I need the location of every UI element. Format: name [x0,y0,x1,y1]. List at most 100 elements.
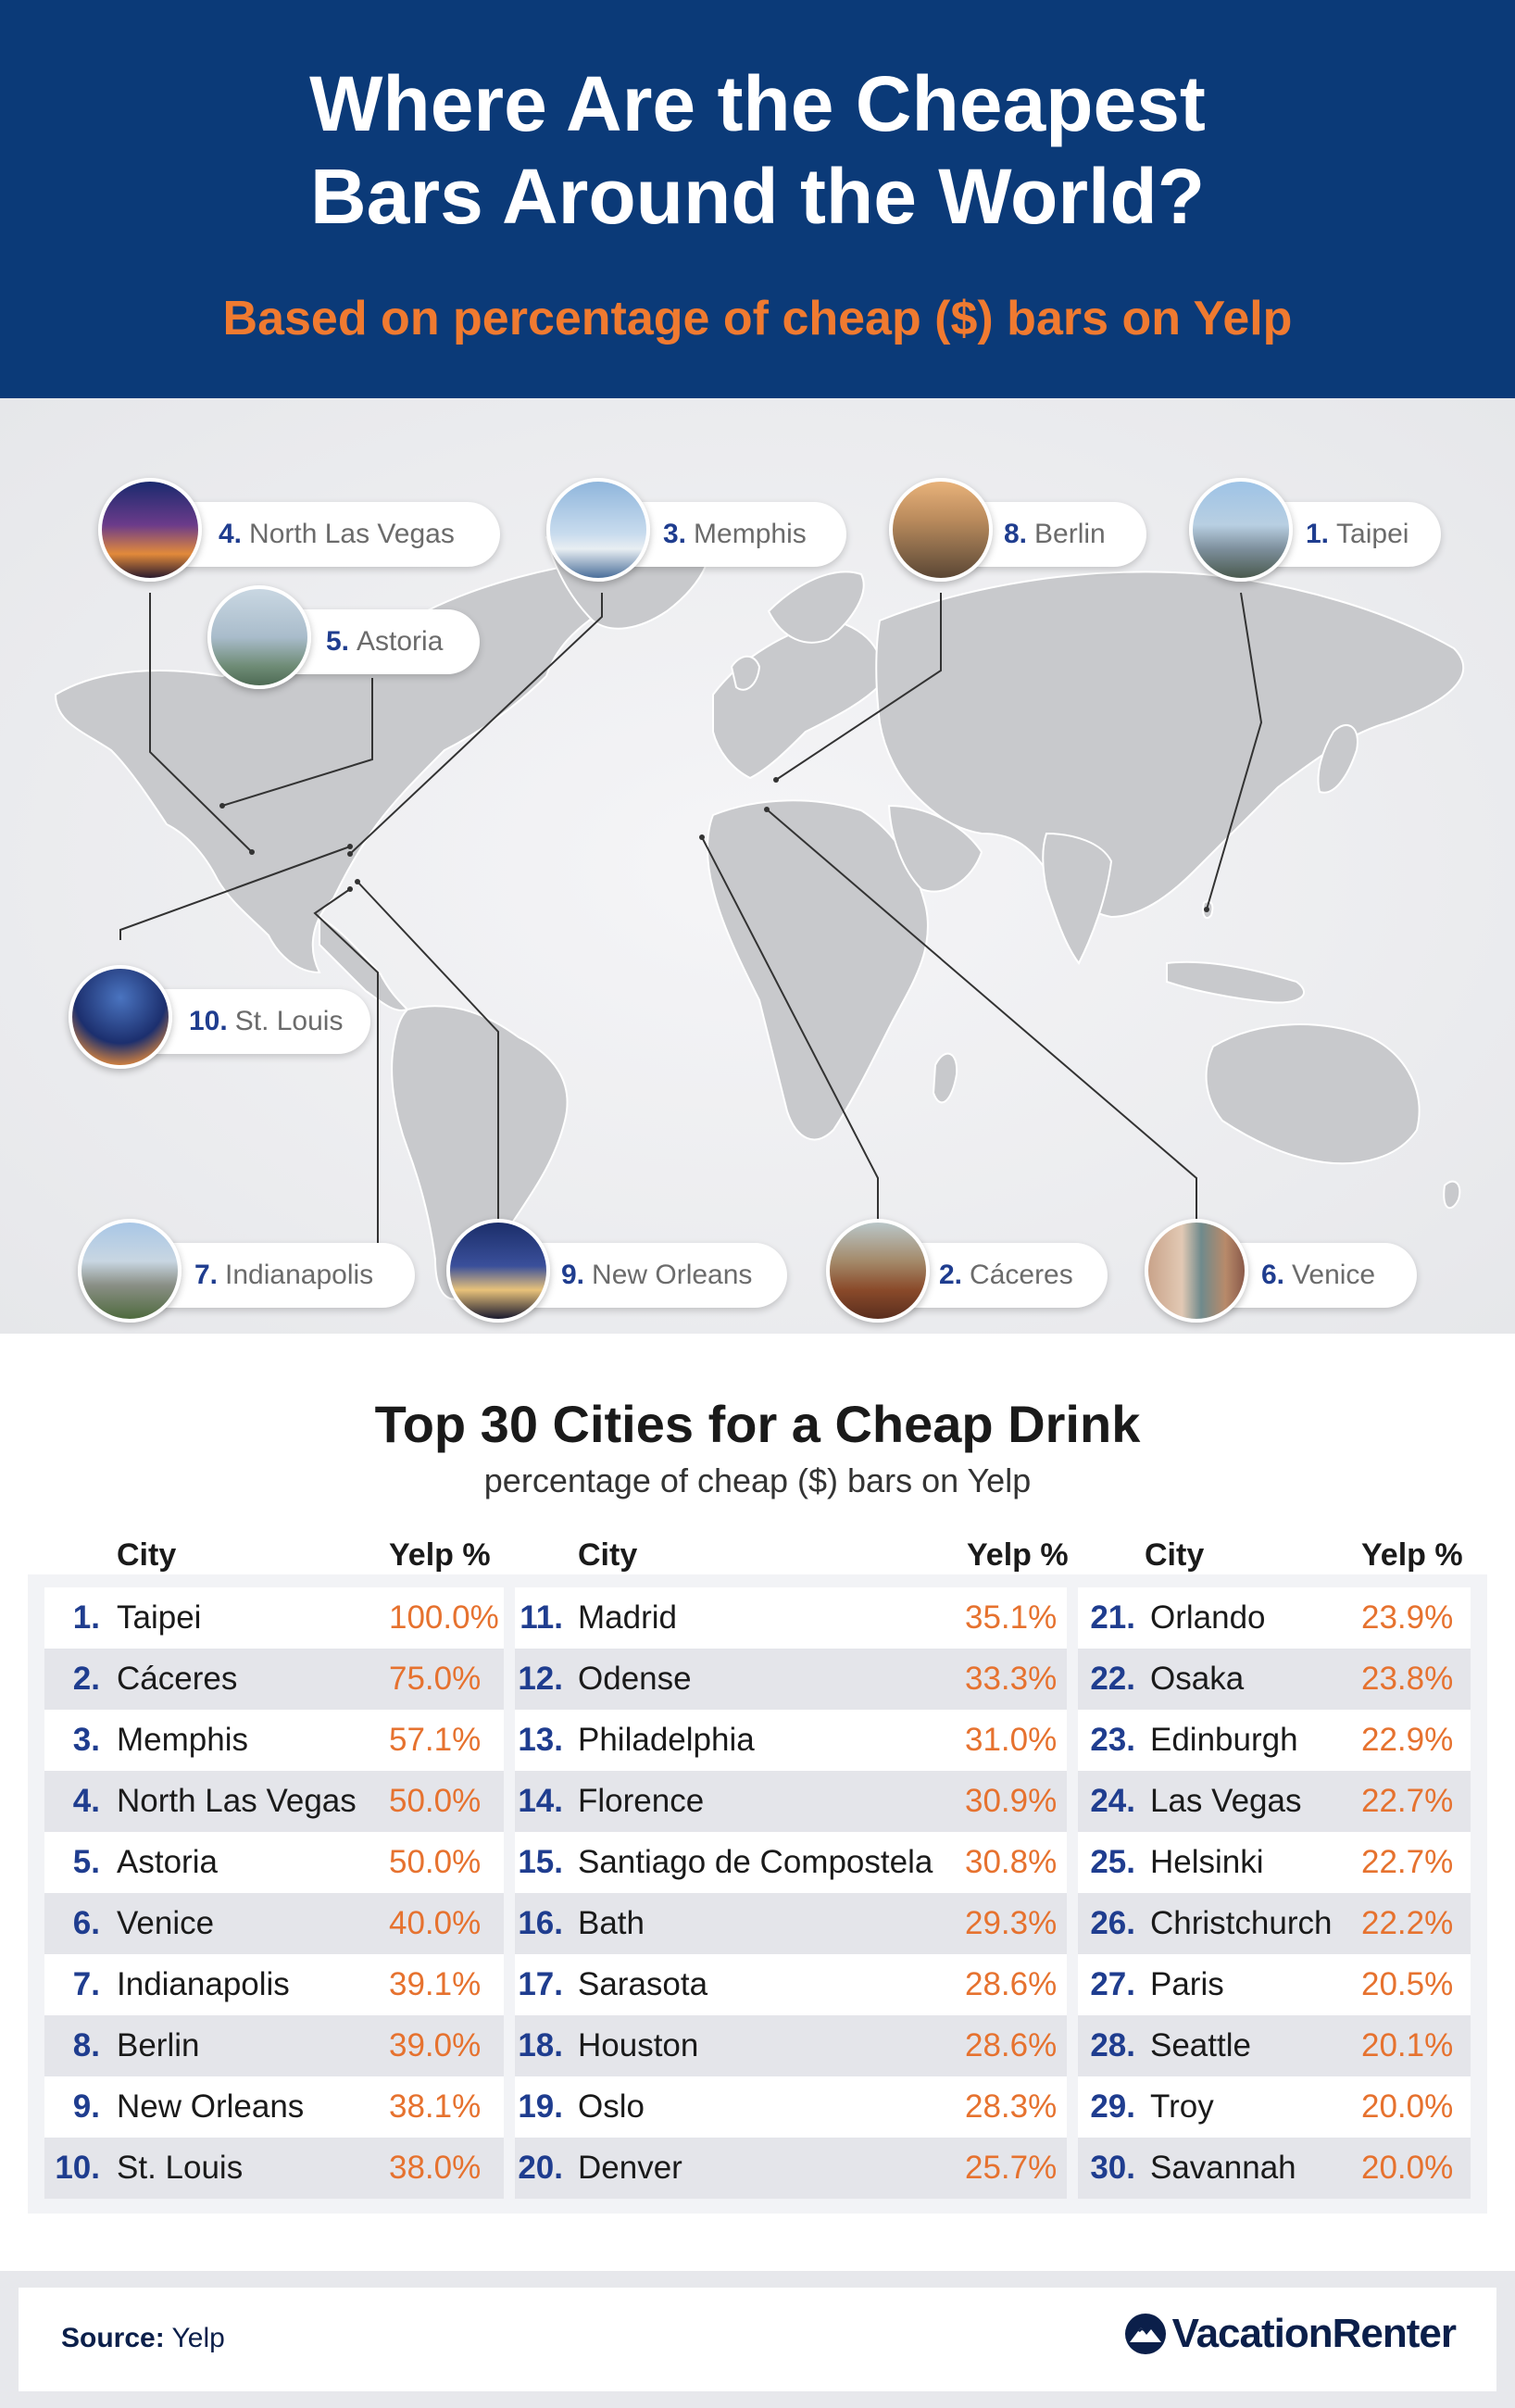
row-rank: 10. [55,2150,100,2186]
table-row: 17. Sarasota 28.6% [515,1954,1067,2015]
row-city: New Orleans [117,2088,305,2125]
pin-city: Venice [1292,1260,1376,1290]
row-percent: 22.7% [1361,1783,1454,1819]
caceres-photo-icon [826,1219,930,1323]
st-louis-photo-icon [69,965,172,1069]
row-city: Paris [1150,1966,1224,2002]
row-city: Memphis [117,1722,248,1758]
taipei-photo-icon [1189,478,1293,582]
connector-berlin [775,593,942,781]
table-row: 10. St. Louis 38.0% [44,2138,504,2199]
row-percent: 20.0% [1361,2150,1454,2186]
row-percent: 39.0% [389,2027,482,2063]
row-city: Helsinki [1150,1844,1264,1880]
source-credit: Source: Yelp [61,2323,225,2354]
row-percent: 28.6% [965,1966,1058,2002]
pin-rank: 7. [194,1260,219,1290]
land-asia [875,571,1465,919]
pin-city: Astoria [357,626,444,657]
pin-rank: 9. [561,1260,585,1290]
pin-city: North Las Vegas [249,519,455,549]
row-city: Christchurch [1150,1905,1333,1941]
col3-pct-header: Yelp % [1361,1537,1463,1573]
row-percent: 23.8% [1361,1661,1454,1697]
world-map [54,509,1465,1300]
row-percent: 50.0% [389,1783,482,1819]
connector-taipei [1206,592,1263,910]
row-rank: 13. [518,1722,563,1758]
table-row: 22. Osaka 23.8% [1078,1649,1471,1710]
pin-rank: 1. [1306,519,1330,549]
pin-city: Taipei [1336,519,1409,549]
connector-st-louis [119,846,351,940]
table-row: 28. Seattle 20.1% [1078,2015,1471,2076]
row-city: Osaka [1150,1661,1245,1697]
world-map-section: 4. North Las Vegas 5. Astoria 3. Memphis… [0,398,1515,1334]
row-percent: 50.0% [389,1844,482,1880]
row-rank: 29. [1090,2088,1135,2125]
table-row: 27. Paris 20.5% [1078,1954,1471,2015]
connector-north-las-vegas [149,593,253,853]
table-row: 7. Indianapolis 39.1% [44,1954,504,2015]
row-percent: 39.1% [389,1966,482,2002]
row-city: Orlando [1150,1599,1266,1636]
table-row: 21. Orlando 23.9% [1078,1587,1471,1649]
new-orleans-photo-icon [446,1219,550,1323]
row-rank: 5. [72,1844,100,1880]
row-city: Houston [578,2027,699,2063]
land-madagascar [932,1052,958,1104]
row-rank: 19. [518,2088,563,2125]
table-row: 16. Bath 29.3% [515,1893,1067,1954]
row-rank: 18. [518,2027,563,2063]
row-city: Philadelphia [578,1722,755,1758]
table-column-1: 1. Taipei 100.0% 2. Cáceres 75.0% 3. Memphis 5… [44,1587,504,2199]
table-row: 30. Savannah 20.0% [1078,2138,1471,2199]
pin-city: Berlin [1034,519,1106,549]
row-city: Sarasota [578,1966,708,2002]
row-city: Bath [578,1905,645,1941]
mountain-logo-icon [1124,2314,1166,2354]
astoria-photo-icon [207,585,311,689]
row-rank: 27. [1090,1966,1135,2002]
table-title: Top 30 Cities for a Cheap Drink [374,1395,1141,1453]
pin-rank: 3. [663,519,687,549]
row-city: North Las Vegas [117,1783,357,1819]
row-percent: 38.1% [389,2088,482,2125]
row-rank: 26. [1090,1905,1135,1941]
header-banner: Where Are the Cheapest Bars Around the W… [0,0,1515,398]
row-city: Troy [1150,2088,1214,2125]
pin-city: Indianapolis [225,1260,374,1290]
brand-logo[interactable]: VacationRenter [1124,2311,1457,2357]
table-row: 24. Las Vegas 22.7% [1078,1771,1471,1832]
land-india [1042,832,1113,965]
table-row: 25. Helsinki 22.7% [1078,1832,1471,1893]
row-rank: 25. [1090,1844,1135,1880]
row-city: Indianapolis [117,1966,290,2002]
row-percent: 23.9% [1361,1599,1454,1636]
pin-city: New Orleans [592,1260,753,1290]
land-australia [1205,1023,1421,1165]
row-city: Seattle [1150,2027,1251,2063]
row-percent: 20.5% [1361,1966,1454,2002]
table-row: 11. Madrid 35.1% [515,1587,1067,1649]
row-city: Taipei [117,1599,202,1636]
pin-city: Cáceres [970,1260,1073,1290]
land-indonesia [1166,960,1305,1004]
table-row: 6. Venice 40.0% [44,1893,504,1954]
row-rank: 1. [72,1599,100,1636]
pin-rank: 6. [1261,1260,1285,1290]
memphis-photo-icon [546,478,650,582]
footer [19,2288,1496,2391]
row-rank: 16. [518,1905,563,1941]
row-city: Berlin [117,2027,200,2063]
row-city: Oslo [578,2088,645,2125]
row-percent: 22.7% [1361,1844,1454,1880]
col1-city-header: City [117,1537,177,1573]
land-europe [712,619,883,780]
row-city: Savannah [1150,2150,1296,2186]
row-city: Florence [578,1783,705,1819]
row-rank: 2. [72,1661,100,1697]
row-percent: 28.6% [965,2027,1058,2063]
row-percent: 40.0% [389,1905,482,1941]
north-las-vegas-photo-icon [98,478,202,582]
